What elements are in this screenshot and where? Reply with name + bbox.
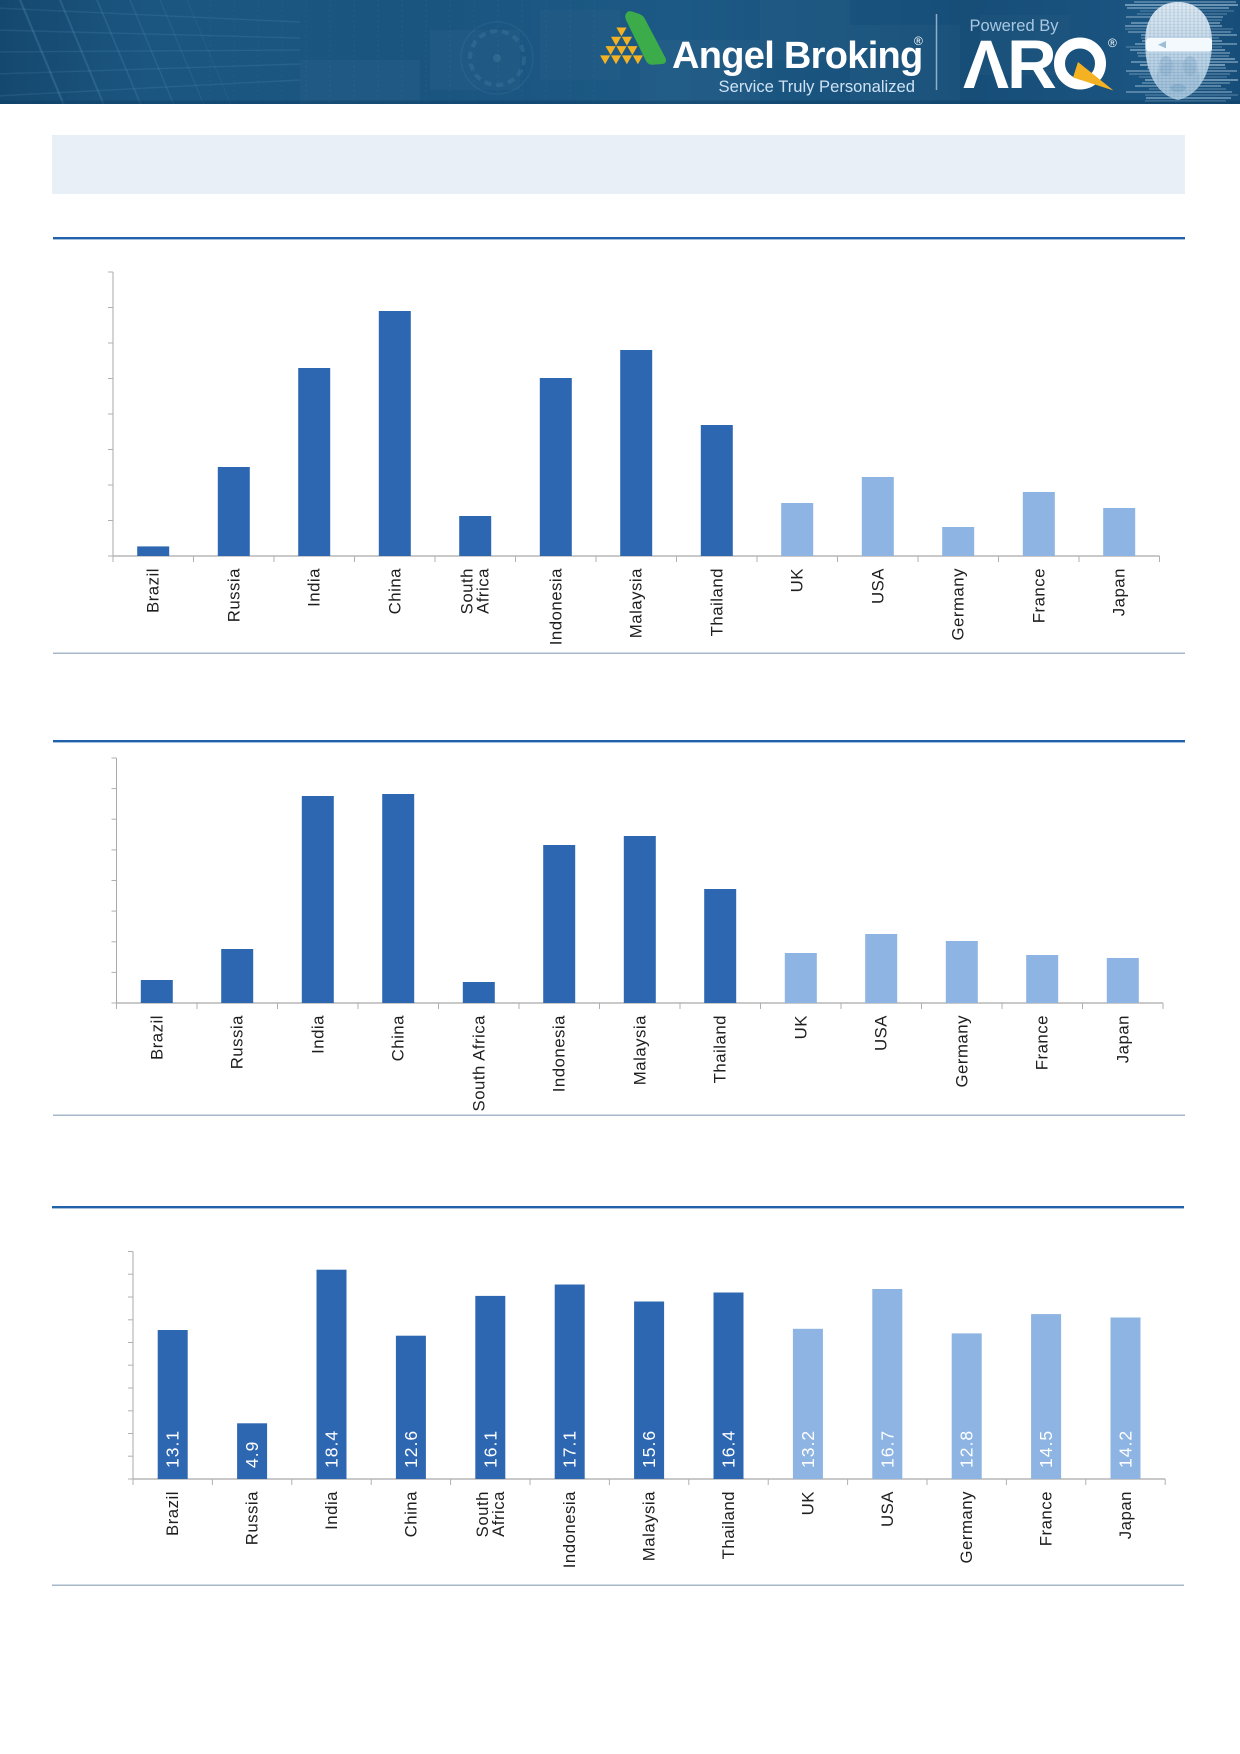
svg-text:12.8: 12.8	[957, 1430, 977, 1468]
svg-text:16.7: 16.7	[877, 1430, 897, 1468]
svg-text:South Africa: South Africa	[469, 1015, 488, 1112]
svg-text:Russia: Russia	[228, 1015, 247, 1069]
svg-text:UK: UK	[791, 1015, 810, 1039]
svg-text:14.5: 14.5	[1036, 1430, 1056, 1468]
svg-text:®: ®	[914, 34, 923, 48]
svg-text:Germany: Germany	[952, 1015, 971, 1088]
svg-text:Service Truly Personalized: Service Truly Personalized	[719, 77, 915, 96]
svg-text:UK: UK	[798, 1491, 817, 1515]
svg-text:17.1: 17.1	[560, 1430, 580, 1468]
svg-text:Malaysia: Malaysia	[640, 1491, 659, 1561]
svg-text:Indonesia: Indonesia	[560, 1491, 579, 1568]
svg-text:Malaysia: Malaysia	[630, 1015, 649, 1085]
svg-text:Indonesia: Indonesia	[546, 568, 565, 645]
svg-text:Powered By: Powered By	[970, 17, 1060, 35]
svg-text:USA: USA	[872, 1015, 891, 1051]
svg-text:Africa: Africa	[489, 1491, 508, 1537]
svg-text:Africa: Africa	[474, 568, 493, 614]
svg-text:India: India	[308, 1015, 327, 1054]
svg-text:Japan: Japan	[1110, 568, 1129, 616]
svg-text:18.4: 18.4	[322, 1430, 342, 1468]
svg-text:ΛR: ΛR	[963, 26, 1056, 103]
svg-text:China: China	[385, 568, 404, 615]
svg-text:Russia: Russia	[243, 1491, 262, 1545]
svg-text:India: India	[305, 568, 324, 607]
svg-text:France: France	[1029, 568, 1048, 623]
svg-text:13.1: 13.1	[163, 1430, 183, 1468]
svg-text:USA: USA	[878, 1491, 897, 1527]
svg-text:France: France	[1033, 1015, 1052, 1070]
svg-text:4.9: 4.9	[242, 1441, 262, 1468]
svg-text:Japan: Japan	[1116, 1491, 1135, 1539]
svg-text:®: ®	[1108, 36, 1117, 50]
svg-text:Angel Broking: Angel Broking	[672, 35, 923, 77]
svg-text:China: China	[401, 1491, 420, 1538]
svg-text:14.2: 14.2	[1116, 1430, 1136, 1468]
svg-text:USA: USA	[868, 568, 887, 604]
svg-text:Japan: Japan	[1113, 1015, 1132, 1063]
svg-text:15.6: 15.6	[639, 1430, 659, 1468]
svg-text:South: South	[458, 568, 477, 614]
svg-text:Brazil: Brazil	[163, 1491, 182, 1536]
svg-text:13.2: 13.2	[798, 1430, 818, 1468]
svg-text:Thailand: Thailand	[711, 1015, 730, 1083]
svg-text:Germany: Germany	[957, 1491, 976, 1564]
svg-text:16.4: 16.4	[719, 1430, 739, 1468]
svg-text:Malaysia: Malaysia	[627, 568, 646, 638]
svg-text:12.6: 12.6	[401, 1430, 421, 1468]
svg-text:Brazil: Brazil	[144, 568, 163, 613]
svg-text:Brazil: Brazil	[147, 1015, 166, 1060]
svg-text:UK: UK	[788, 568, 807, 592]
svg-text:China: China	[389, 1015, 408, 1062]
svg-text:South: South	[473, 1491, 492, 1537]
svg-text:Russia: Russia	[224, 568, 243, 622]
svg-text:Indonesia: Indonesia	[550, 1015, 569, 1092]
svg-text:16.1: 16.1	[480, 1430, 500, 1468]
svg-text:Germany: Germany	[949, 568, 968, 641]
svg-text:Thailand: Thailand	[719, 1491, 738, 1559]
svg-text:Thailand: Thailand	[707, 568, 726, 636]
svg-text:India: India	[322, 1491, 341, 1530]
svg-text:France: France	[1037, 1491, 1056, 1546]
